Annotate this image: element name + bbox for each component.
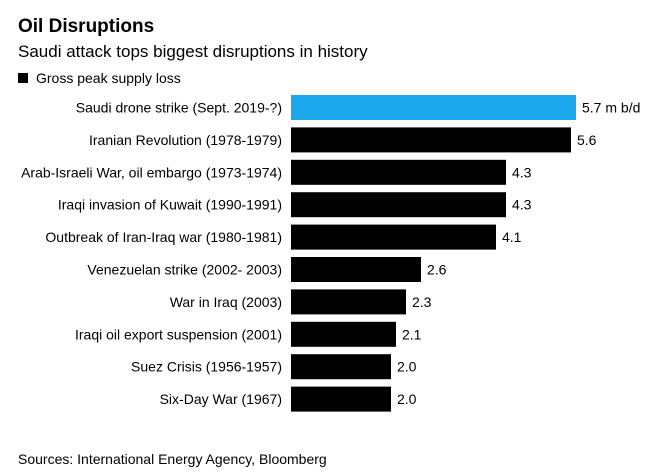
legend-label: Gross peak supply loss <box>36 70 181 86</box>
legend: Gross peak supply loss <box>18 70 181 86</box>
category-label: Arab-Israeli War, oil embargo (1973-1974… <box>21 164 282 180</box>
bar <box>291 159 506 185</box>
bar <box>291 257 421 282</box>
legend-swatch <box>18 73 28 83</box>
value-label: 4.1 <box>502 229 522 245</box>
category-label: Saudi drone strike (Sept. 2019-?) <box>76 100 282 116</box>
bar <box>291 127 571 153</box>
bar <box>291 386 391 412</box>
category-label: Outbreak of Iran-Iraq war (1980-1981) <box>45 229 282 245</box>
category-label: War in Iraq (2003) <box>170 294 282 310</box>
value-label: 4.3 <box>512 197 532 213</box>
source-note: Sources: International Energy Agency, Bl… <box>18 451 327 467</box>
value-label: 2.1 <box>402 326 422 342</box>
bar <box>291 321 396 347</box>
chart-subtitle: Saudi attack tops biggest disruptions in… <box>18 42 368 61</box>
value-label: 5.6 <box>577 132 597 148</box>
category-label: Iranian Revolution (1978-1979) <box>89 132 282 148</box>
category-label: Iraqi invasion of Kuwait (1990-1991) <box>58 197 282 213</box>
bar <box>291 354 391 380</box>
value-label: 2.0 <box>397 359 417 375</box>
value-label: 2.0 <box>397 391 417 407</box>
bar <box>291 95 576 120</box>
value-label: 2.3 <box>412 294 432 310</box>
category-label: Suez Crisis (1956-1957) <box>131 359 282 375</box>
value-label: 2.6 <box>427 262 447 278</box>
bar <box>291 224 496 250</box>
category-label: Six-Day War (1967) <box>160 391 282 407</box>
bar <box>291 192 506 218</box>
value-label: 5.7 m b/d <box>582 100 640 116</box>
category-label: Iraqi oil export suspension (2001) <box>75 326 282 342</box>
bar <box>291 289 406 315</box>
category-label: Venezuelan strike (2002- 2003) <box>87 262 282 278</box>
value-label: 4.3 <box>512 164 532 180</box>
chart-title: Oil Disruptions <box>18 16 155 37</box>
